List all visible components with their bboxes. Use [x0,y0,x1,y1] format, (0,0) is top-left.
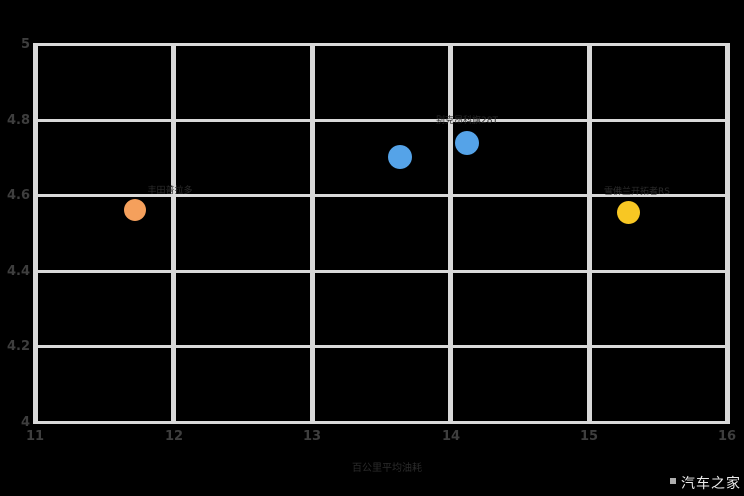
point-label: 别克昂科旗28T [436,116,498,126]
data-point[interactable] [388,145,412,169]
gridline-vertical [310,45,315,423]
gridline-vertical [33,45,38,423]
y-tick-label: 4.4 [6,264,30,279]
x-tick-label: 15 [579,429,599,444]
gridline-horizontal [33,345,730,348]
x-tick-label: 13 [302,429,322,444]
x-tick-label: 14 [441,429,461,444]
watermark: 汽车之家 [681,476,741,492]
gridline-horizontal [33,194,730,197]
gridline-horizontal [33,270,730,273]
gridline-vertical [171,45,176,423]
x-axis-title: 百公里平均油耗 [352,463,422,474]
gridline-vertical [448,45,453,423]
y-tick-label: 4.2 [6,339,30,354]
x-tick-label: 11 [25,429,45,444]
watermark-logo-icon [670,478,676,484]
point-label: 丰田普拉多 [147,186,193,196]
x-tick-label: 12 [164,429,184,444]
gridline-horizontal [33,43,730,46]
point-label: 雪佛兰开拓者RS [604,187,670,197]
gridline-horizontal [33,119,730,122]
y-tick-label: 4 [20,415,30,430]
gridline-horizontal [33,421,730,424]
y-tick-label: 4.6 [6,188,30,203]
y-tick-label: 4.8 [6,113,30,128]
data-point[interactable] [455,131,479,155]
data-point[interactable] [124,199,146,221]
y-tick-label: 5 [20,37,30,52]
gridline-vertical [587,45,592,423]
gridline-vertical [725,45,730,423]
data-point[interactable] [617,201,640,224]
x-tick-label: 16 [717,429,737,444]
